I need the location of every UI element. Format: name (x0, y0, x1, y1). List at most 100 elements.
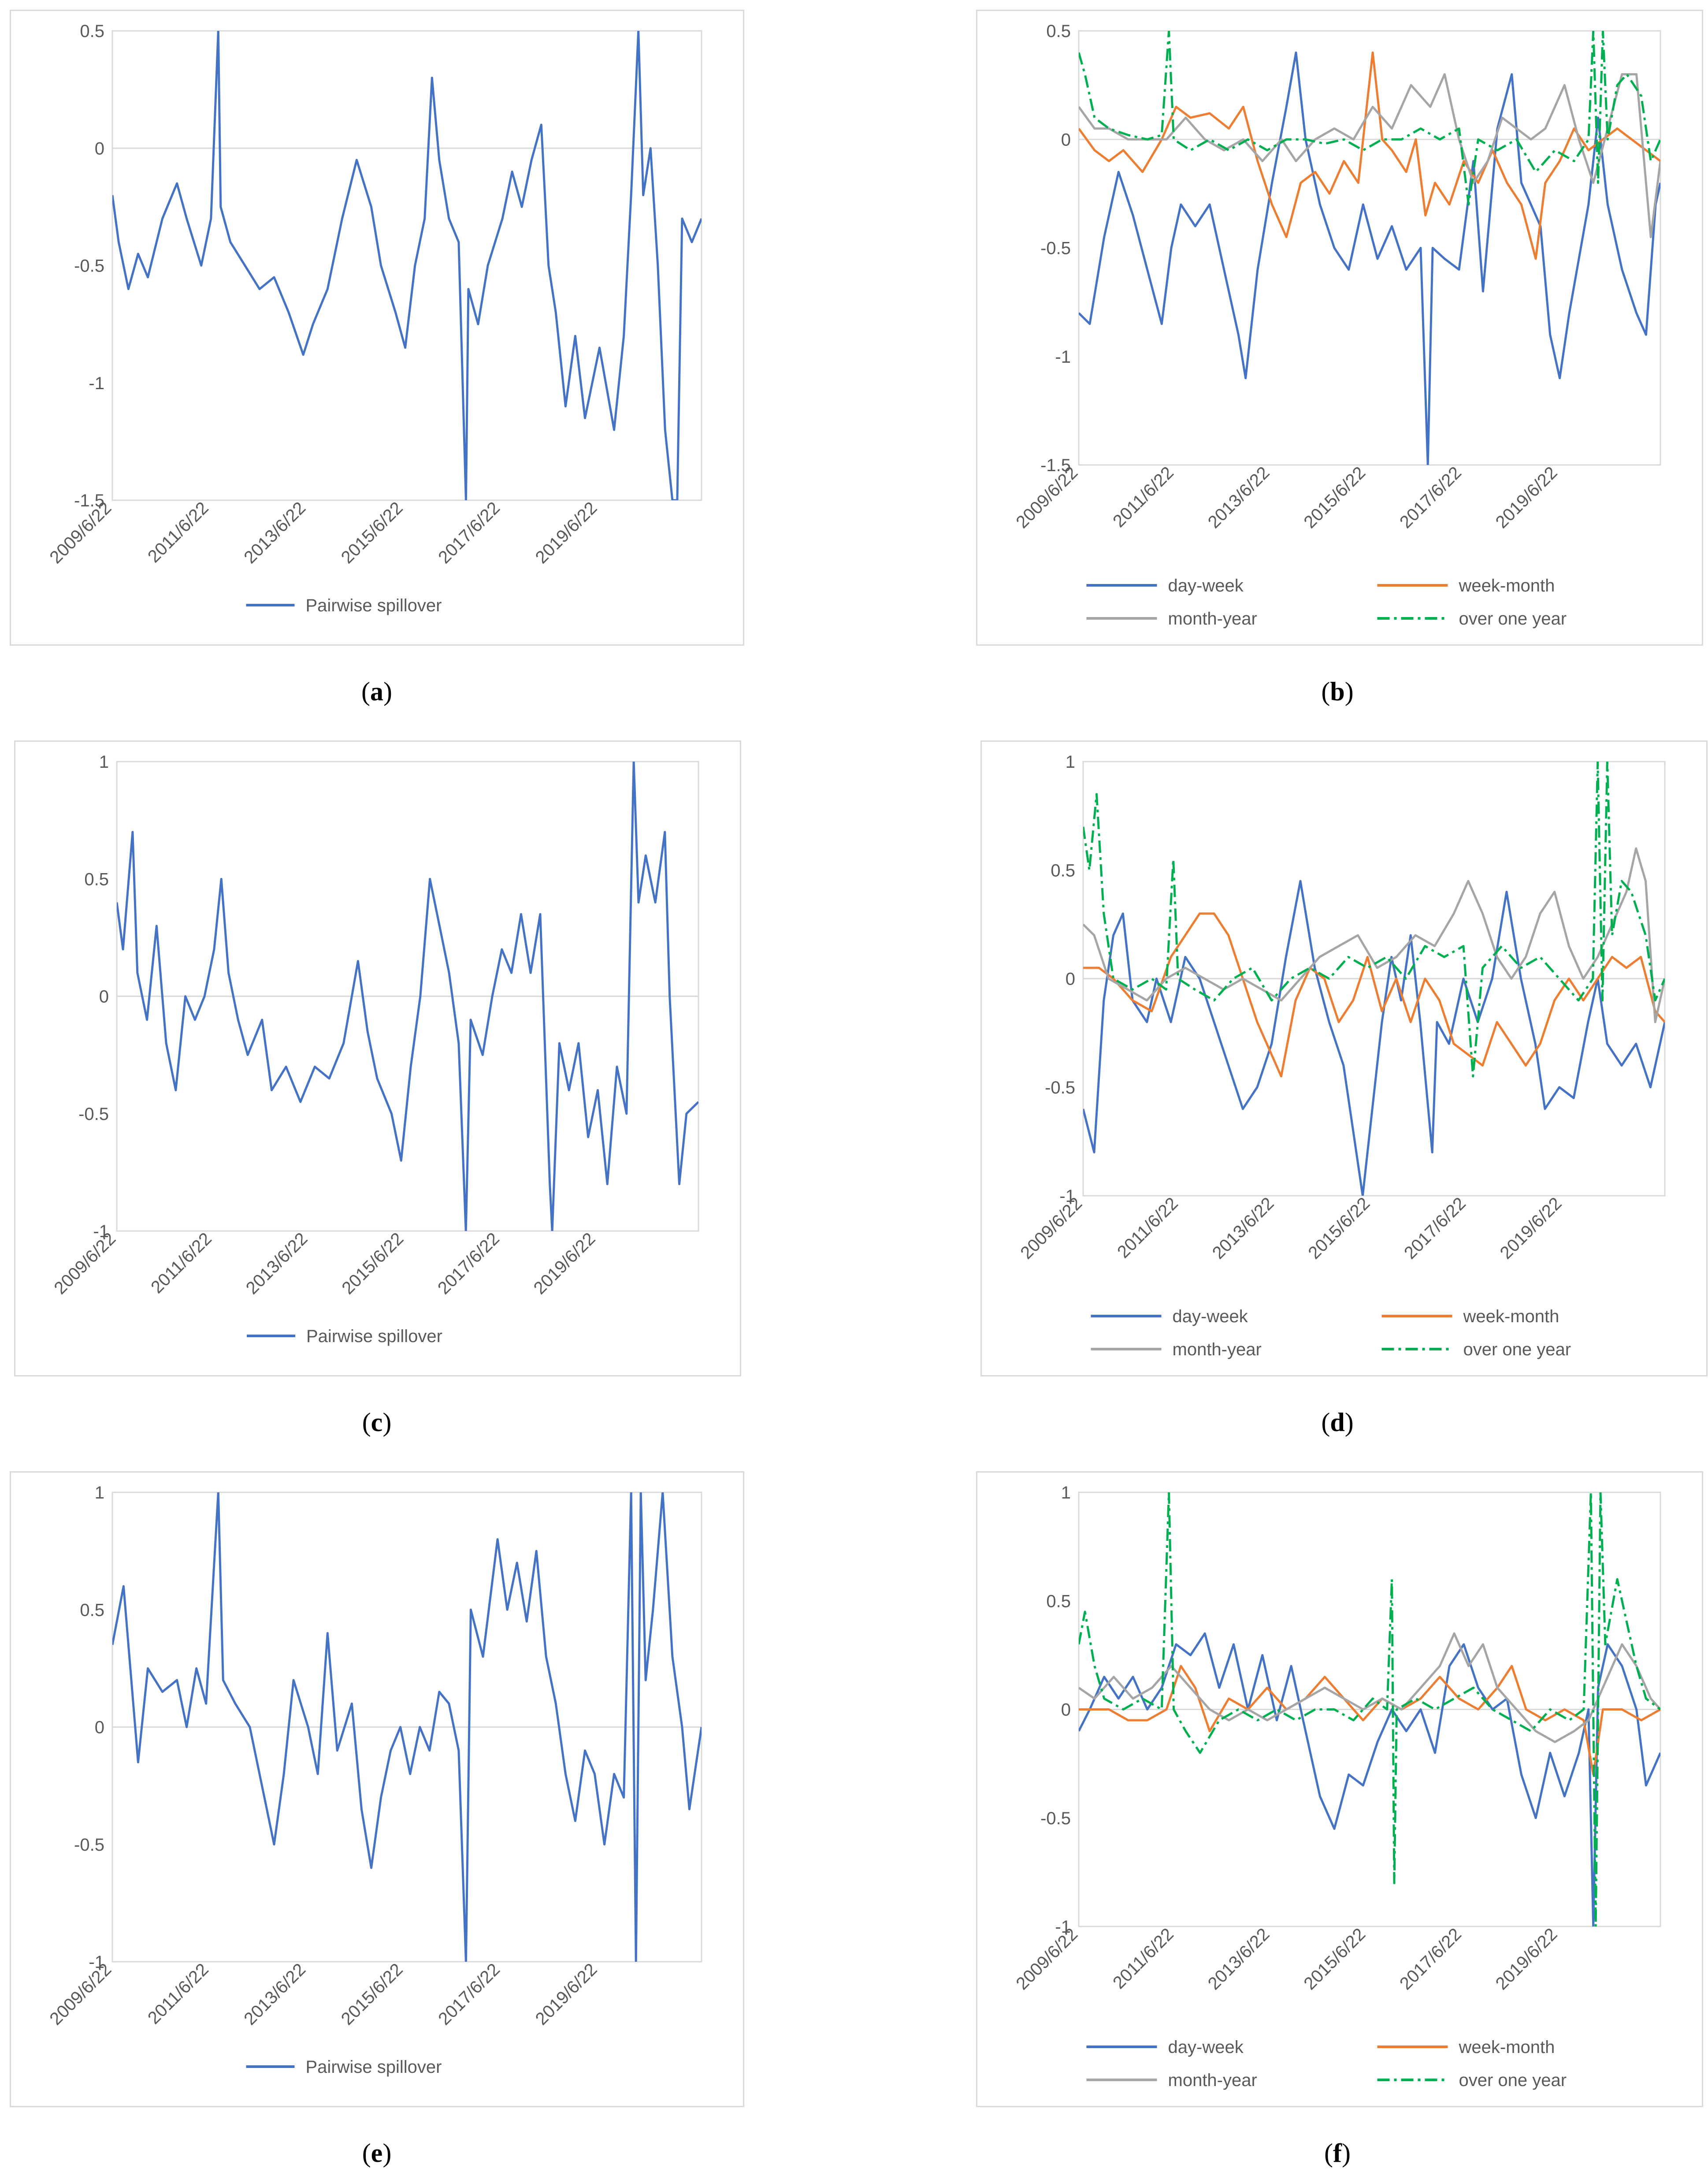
series-line-month-year (1083, 847, 1665, 1023)
x-tick-label: 2017/6/22 (434, 1960, 504, 2029)
y-tick-label: -0.5 (1040, 239, 1071, 258)
y-tick-label: 1 (1066, 752, 1075, 772)
y-tick-label: -1 (89, 1952, 104, 1972)
legend-label: day-week (1173, 1307, 1248, 1326)
y-tick-label: -0.5 (78, 1105, 109, 1124)
x-tick-label: 2019/6/22 (532, 498, 601, 567)
x-tick-label: 2015/6/22 (338, 498, 407, 567)
x-tick-label: 2013/6/22 (240, 498, 309, 567)
chart-panel-b: 0.5 0 -0.5 -1 -1.5 2009/6/22 2011/6/22 2013/6/2… (976, 10, 1703, 646)
y-tick-label: 1 (95, 1483, 104, 1502)
caption-f: (f) (1324, 2138, 1351, 2168)
y-tick-label: 0.5 (84, 870, 109, 889)
y-tick-label: -1 (89, 374, 104, 393)
caption-a: (a) (361, 677, 392, 706)
y-tick-label: 0.5 (1051, 861, 1075, 880)
x-tick-label: 2019/6/22 (1496, 1194, 1566, 1263)
caption-b: (b) (1321, 677, 1354, 706)
x-tick-label: 2017/6/22 (1396, 463, 1465, 532)
x-tick-label: 2015/6/22 (338, 1960, 407, 2029)
chart-panel-c: 1 0.5 0 -0.5 -1 2009/6/22 2011/6/22 2013/6/22 20… (14, 740, 741, 1376)
y-tick-label: -1 (1059, 1186, 1075, 1206)
series-line-day-week (1083, 880, 1665, 1196)
y-tick-label: 0 (1061, 1700, 1071, 1720)
x-tick-label: 2013/6/22 (240, 1960, 309, 2029)
x-tick-label: 2017/6/22 (434, 1229, 503, 1298)
series-line-pairwise-spillover (117, 762, 698, 1231)
series-line-month-year (1079, 1632, 1660, 1743)
series-line-week-month (1083, 912, 1665, 1078)
legend-label: Pairwise spillover (306, 2057, 442, 2077)
y-tick-label: 0 (99, 987, 109, 1007)
x-tick-label: 2015/6/22 (1300, 1924, 1369, 1993)
y-tick-label: -1.5 (74, 491, 104, 510)
legend-label: month-year (1168, 609, 1257, 628)
x-tick-label: 2013/6/22 (242, 1229, 312, 1298)
x-tick-label: 2011/6/22 (1109, 463, 1177, 531)
x-tick-label: 2017/6/22 (1400, 1194, 1470, 1263)
x-tick-label: 2013/6/22 (1204, 463, 1274, 532)
x-tick-label: 2019/6/22 (1492, 1924, 1561, 1993)
legend-label: week-month (1459, 2038, 1555, 2057)
plot-area-frame (111, 30, 702, 501)
legend-label: month-year (1168, 2071, 1257, 2090)
x-tick-label: 2013/6/22 (1209, 1194, 1278, 1263)
legend-label: week-month (1459, 576, 1555, 595)
plot-area-frame (1078, 30, 1661, 466)
x-tick-label: 2019/6/22 (1492, 463, 1561, 532)
chart-panel-d: 1 0.5 0 -0.5 -1 2009/6/22 2011/6/22 2013/6/22 20… (980, 740, 1708, 1376)
y-tick-label: 0.5 (80, 1600, 104, 1620)
caption-e: (e) (362, 2138, 392, 2168)
caption-c: (c) (362, 1408, 392, 1437)
series-line-over-one-year (1083, 762, 1665, 1078)
y-tick-label: 1 (1061, 1483, 1071, 1502)
y-tick-label: 0.5 (80, 22, 104, 41)
x-tick-label: 2009/6/22 (46, 1960, 115, 2029)
series-line-pairwise-spillover (112, 1492, 702, 1962)
x-tick-label: 2019/6/22 (530, 1229, 599, 1298)
y-tick-label: -1 (1055, 347, 1071, 367)
series-line-over-one-year (1079, 31, 1660, 206)
y-tick-label: -0.5 (1040, 1809, 1071, 1828)
y-tick-label: 0 (95, 139, 104, 158)
y-tick-label: -0.5 (74, 257, 104, 276)
chart-panel-a: 0.5 0 -0.5 -1 -1.5 2009/6/22 2011/6/22 2013/6/2… (10, 10, 744, 646)
y-tick-label: -0.5 (1045, 1078, 1075, 1097)
y-tick-label: -1 (1055, 1917, 1071, 1937)
x-tick-label: 2011/6/22 (144, 498, 212, 566)
x-tick-label: 2015/6/22 (1300, 463, 1369, 532)
x-tick-label: 2013/6/22 (1204, 1924, 1274, 1993)
chart-panel-e: 1 0.5 0 -0.5 -1 2009/6/22 2011/6/22 2013/6/22 20… (10, 1471, 744, 2107)
y-tick-label: 0 (1061, 130, 1071, 149)
x-tick-label: 2011/6/22 (1109, 1924, 1177, 1993)
legend-label: over one year (1459, 2071, 1567, 2090)
series-line-week-month (1079, 1665, 1660, 1776)
y-tick-label: 0.5 (1046, 1592, 1071, 1611)
y-tick-label: -0.5 (74, 1835, 104, 1855)
x-tick-label: 2015/6/22 (1304, 1194, 1374, 1263)
x-tick-label: 2017/6/22 (1396, 1924, 1465, 1993)
y-tick-label: -1.5 (1040, 456, 1071, 475)
series-line-day-week (1079, 1632, 1660, 1926)
legend-label: Pairwise spillover (306, 1327, 442, 1346)
x-tick-label: 2015/6/22 (338, 1229, 407, 1298)
legend-label: month-year (1173, 1340, 1262, 1359)
x-tick-label: 2009/6/22 (1017, 1194, 1086, 1263)
x-tick-label: 2019/6/22 (532, 1960, 601, 2029)
series-line-month-year (1079, 73, 1660, 238)
series-line-pairwise-spillover (112, 31, 702, 500)
legend-label: week-month (1463, 1307, 1559, 1326)
y-tick-label: 1 (99, 752, 109, 772)
legend-label: day-week (1168, 2038, 1244, 2057)
legend-label: over one year (1459, 609, 1567, 628)
y-tick-label: -1 (93, 1222, 109, 1241)
series-line-day-week (1079, 51, 1660, 465)
x-tick-label: 2011/6/22 (147, 1229, 215, 1297)
y-tick-label: 0.5 (1046, 22, 1071, 41)
